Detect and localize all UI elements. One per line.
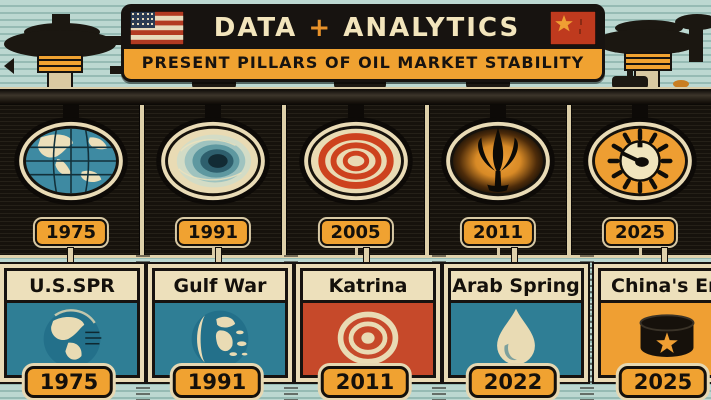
page-title: DATA + ANALYTICS [190,13,544,43]
bullseye-icon [337,311,399,365]
event-card-body [451,303,581,375]
title-plus-sign: + [308,13,333,43]
event-year-badge: 1991 [172,366,262,398]
gauge-icon [583,116,697,206]
event-card-label: China's Ero [601,271,711,303]
year-badge: 1975 [34,219,108,246]
title-text-left: DATA [213,13,298,43]
event-card-body [303,303,433,375]
title-banner: DATA + ANALYTICS PRESENT PILLARS OF OIL … [121,4,605,82]
connector-rod [497,245,500,255]
panel-divider [281,105,287,255]
year-badge: 2011 [461,219,535,246]
event-card-body [7,303,137,375]
timeline-panel-2025: 2025 [569,105,711,255]
hurricane-vortex-icon [156,116,270,206]
oil-drop-icon [497,308,535,365]
timeline-panel-1975: 1975 [0,105,142,255]
hanger-bracket [205,105,221,121]
event-card-china: China's Ero [598,268,711,378]
event-card-body [601,303,711,375]
title-text-right: ANALYTICS [343,13,521,43]
event-year-badge: 2011 [320,366,410,398]
connector-rod [212,245,215,255]
hanger-bracket [347,105,364,121]
event-card-label: Gulf War [155,271,285,303]
globe-americas-icon [43,309,102,368]
us-flag-icon [130,11,184,45]
panel-divider [424,105,430,255]
valve-icon [612,69,648,89]
event-year-badge: 1975 [24,366,114,398]
panel-divider [566,105,572,255]
globe-grid-icon [14,116,128,206]
target-rings-icon [298,116,413,206]
flame-icon [441,116,555,206]
china-flag-icon [550,11,596,45]
hanger-bracket [632,105,648,121]
event-card-label: Arab Spring [451,271,581,303]
timeline-panel-1991: 1991 [142,105,284,255]
year-badge: 2005 [319,219,392,246]
title-bar: DATA + ANALYTICS [124,7,602,49]
event-card-gulf-war: Gulf War [152,268,288,378]
hanger-bracket [63,105,79,121]
subtitle-bar: PRESENT PILLARS OF OIL MARKET STABILITY [141,53,585,72]
event-year-badge: 2022 [468,366,558,398]
year-badge: 2025 [603,219,677,246]
hanger-bracket [490,105,506,121]
event-card-us-spr: U.S.SPR [4,268,140,378]
event-card-body [155,303,285,375]
timeline-panel-2011: 2011 [427,105,569,255]
globe-europe-icon [191,310,249,368]
event-card-label: U.S.SPR [7,271,137,303]
event-card-arab-spring: Arab Spring [448,268,584,378]
connector-rod [639,245,642,255]
panel-divider [139,105,145,255]
timeline-band: 1975 1991 [0,105,711,258]
event-year-badge: 2025 [618,366,708,398]
connector-rod [354,245,358,255]
year-badge: 1991 [176,219,250,246]
barrel-star-icon [639,314,695,357]
event-card-label: Katrina [303,271,433,303]
timeline-panel-2005: 2005 [284,105,427,255]
event-card-katrina: Katrina [300,268,436,378]
